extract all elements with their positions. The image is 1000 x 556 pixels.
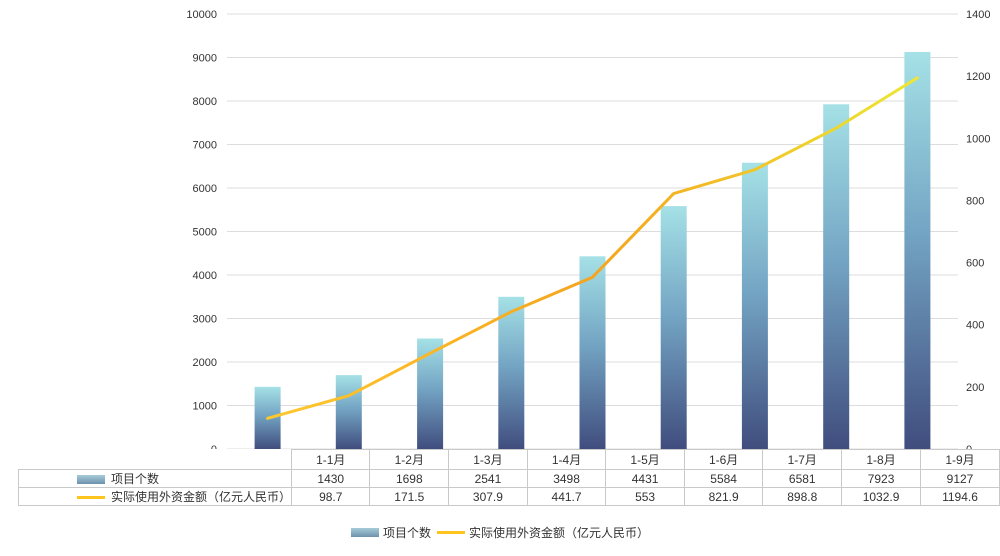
bar-series-icon	[350, 527, 379, 537]
right-axis-tick-label: 200	[966, 382, 984, 394]
table-value-cell: 553	[605, 487, 685, 506]
table-value-cell: 98.7	[291, 487, 371, 506]
table-value-cell: 7923	[841, 469, 922, 488]
bar[interactable]	[579, 256, 606, 449]
table-value-cell: 6581	[762, 469, 843, 488]
table-value-cell: 821.9	[683, 487, 764, 506]
bar[interactable]	[335, 375, 362, 449]
legend-label-bar: 项目个数	[382, 525, 431, 540]
bar[interactable]	[498, 296, 525, 449]
legend-item-bar-series[interactable]: 项目个数	[350, 524, 431, 541]
left-axis-tick-label: 4000	[193, 270, 217, 282]
table-series-label: 实际使用外资金额（亿元人民币）	[17, 487, 293, 506]
chart-legend: 项目个数 实际使用外资金额（亿元人民币）	[0, 523, 1000, 541]
legend-label-line: 实际使用外资金额（亿元人民币）	[469, 525, 650, 540]
left-axis-tick-label: 2000	[193, 357, 217, 369]
table-category-header: 1-2月	[369, 449, 450, 470]
table-category-header: 1-8月	[841, 449, 922, 470]
right-axis-tick-label: 1400	[966, 9, 990, 21]
left-axis-tick-label: 6000	[193, 183, 217, 195]
table-value-cell: 1430	[291, 469, 371, 488]
line-series-icon	[437, 530, 465, 534]
right-axis-tick-label: 600	[966, 258, 984, 270]
bar[interactable]	[823, 104, 850, 450]
bar[interactable]	[741, 162, 768, 449]
chart-data-table: 1-1月 1-2月 1-3月 1-4月 1-5月 1-6月 1-7月 1-8月 1-9月项目个数…	[17, 449, 1000, 506]
right-axis-tick-label: 1200	[966, 71, 990, 83]
left-axis-tick-label: 9000	[193, 53, 217, 65]
table-value-cell: 3498	[526, 469, 607, 488]
table-category-header: 1-6月	[683, 449, 764, 470]
legend-item-line-series[interactable]: 实际使用外资金额（亿元人民币）	[437, 524, 649, 541]
right-axis-tick-label: 400	[966, 320, 984, 332]
line-series[interactable]	[266, 76, 919, 420]
left-axis-tick-label: 8000	[193, 96, 217, 108]
table-value-cell: 1032.9	[841, 487, 922, 506]
left-axis-tick-label: 7000	[193, 140, 217, 152]
table-category-header: 1-4月	[526, 449, 607, 470]
bar[interactable]	[417, 338, 444, 450]
bar[interactable]	[904, 52, 931, 449]
table-series-label: 项目个数	[17, 469, 293, 488]
left-axis-tick-label: 10000	[186, 9, 217, 21]
table-value-cell: 9127	[920, 469, 1000, 488]
table-category-header: 1-3月	[448, 449, 528, 470]
table-category-header: 1-9月	[920, 449, 1000, 470]
table-value-cell: 171.5	[369, 487, 450, 506]
table-value-cell: 2541	[448, 469, 528, 488]
bar-series-icon	[77, 474, 105, 484]
table-value-cell: 441.7	[526, 487, 607, 506]
table-value-cell: 5584	[683, 469, 764, 488]
table-value-cell: 307.9	[448, 487, 528, 506]
table-value-cell: 1698	[369, 469, 450, 488]
left-axis-tick-label: 5000	[193, 227, 217, 239]
table-category-header: 1-5月	[605, 449, 685, 470]
table-value-cell: 4431	[605, 469, 685, 488]
left-axis-tick-label: 1000	[193, 401, 217, 413]
table-category-header: 1-1月	[291, 449, 371, 470]
bar[interactable]	[660, 206, 687, 449]
right-axis-tick-label: 800	[966, 195, 984, 207]
table-value-cell: 898.8	[762, 487, 843, 506]
right-axis-tick-label: 1000	[966, 133, 990, 145]
left-axis-tick-label: 3000	[193, 314, 217, 326]
table-value-cell: 1194.6	[920, 487, 1000, 506]
table-category-header: 1-7月	[762, 449, 843, 470]
line-series-icon	[77, 495, 105, 499]
table-corner-cell	[19, 450, 292, 470]
